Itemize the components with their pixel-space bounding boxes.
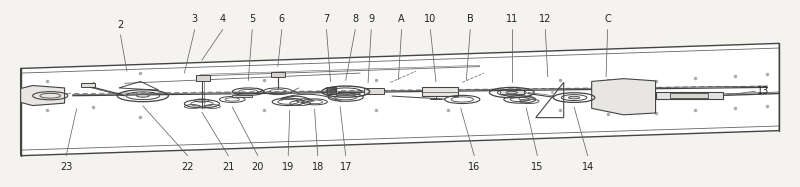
Text: 21: 21 bbox=[222, 162, 234, 172]
Text: B: B bbox=[467, 14, 474, 24]
Text: 17: 17 bbox=[339, 162, 352, 172]
Bar bbox=[670, 93, 708, 98]
Text: 16: 16 bbox=[468, 162, 480, 172]
Text: 6: 6 bbox=[278, 14, 285, 24]
Text: 22: 22 bbox=[182, 162, 194, 172]
Text: A: A bbox=[398, 14, 405, 24]
Text: 7: 7 bbox=[323, 14, 330, 24]
Circle shape bbox=[569, 96, 580, 99]
Text: 14: 14 bbox=[582, 162, 594, 172]
Polygon shape bbox=[21, 85, 65, 106]
Bar bbox=[326, 87, 336, 94]
Text: 3: 3 bbox=[192, 14, 198, 24]
Polygon shape bbox=[21, 43, 779, 156]
Text: 11: 11 bbox=[506, 14, 518, 24]
Bar bbox=[81, 83, 95, 87]
Bar bbox=[655, 92, 723, 99]
Bar bbox=[422, 87, 458, 96]
Text: 15: 15 bbox=[531, 162, 543, 172]
Text: 2: 2 bbox=[118, 20, 124, 30]
Text: 9: 9 bbox=[368, 14, 374, 24]
Text: 20: 20 bbox=[252, 162, 264, 172]
Text: 13: 13 bbox=[758, 86, 770, 96]
Text: 18: 18 bbox=[312, 162, 324, 172]
Bar bbox=[232, 95, 252, 97]
Text: 10: 10 bbox=[424, 14, 437, 24]
Circle shape bbox=[506, 91, 518, 94]
Polygon shape bbox=[592, 79, 655, 115]
Bar bbox=[364, 88, 384, 94]
Text: 8: 8 bbox=[352, 14, 358, 24]
Circle shape bbox=[137, 94, 150, 97]
Bar bbox=[500, 90, 524, 94]
Text: C: C bbox=[604, 14, 611, 24]
Text: 12: 12 bbox=[539, 14, 551, 24]
Text: 23: 23 bbox=[60, 162, 72, 172]
Text: 19: 19 bbox=[282, 162, 294, 172]
Bar bbox=[195, 75, 210, 81]
Text: 4: 4 bbox=[220, 14, 226, 24]
Bar bbox=[270, 72, 285, 77]
Text: 5: 5 bbox=[249, 14, 255, 24]
